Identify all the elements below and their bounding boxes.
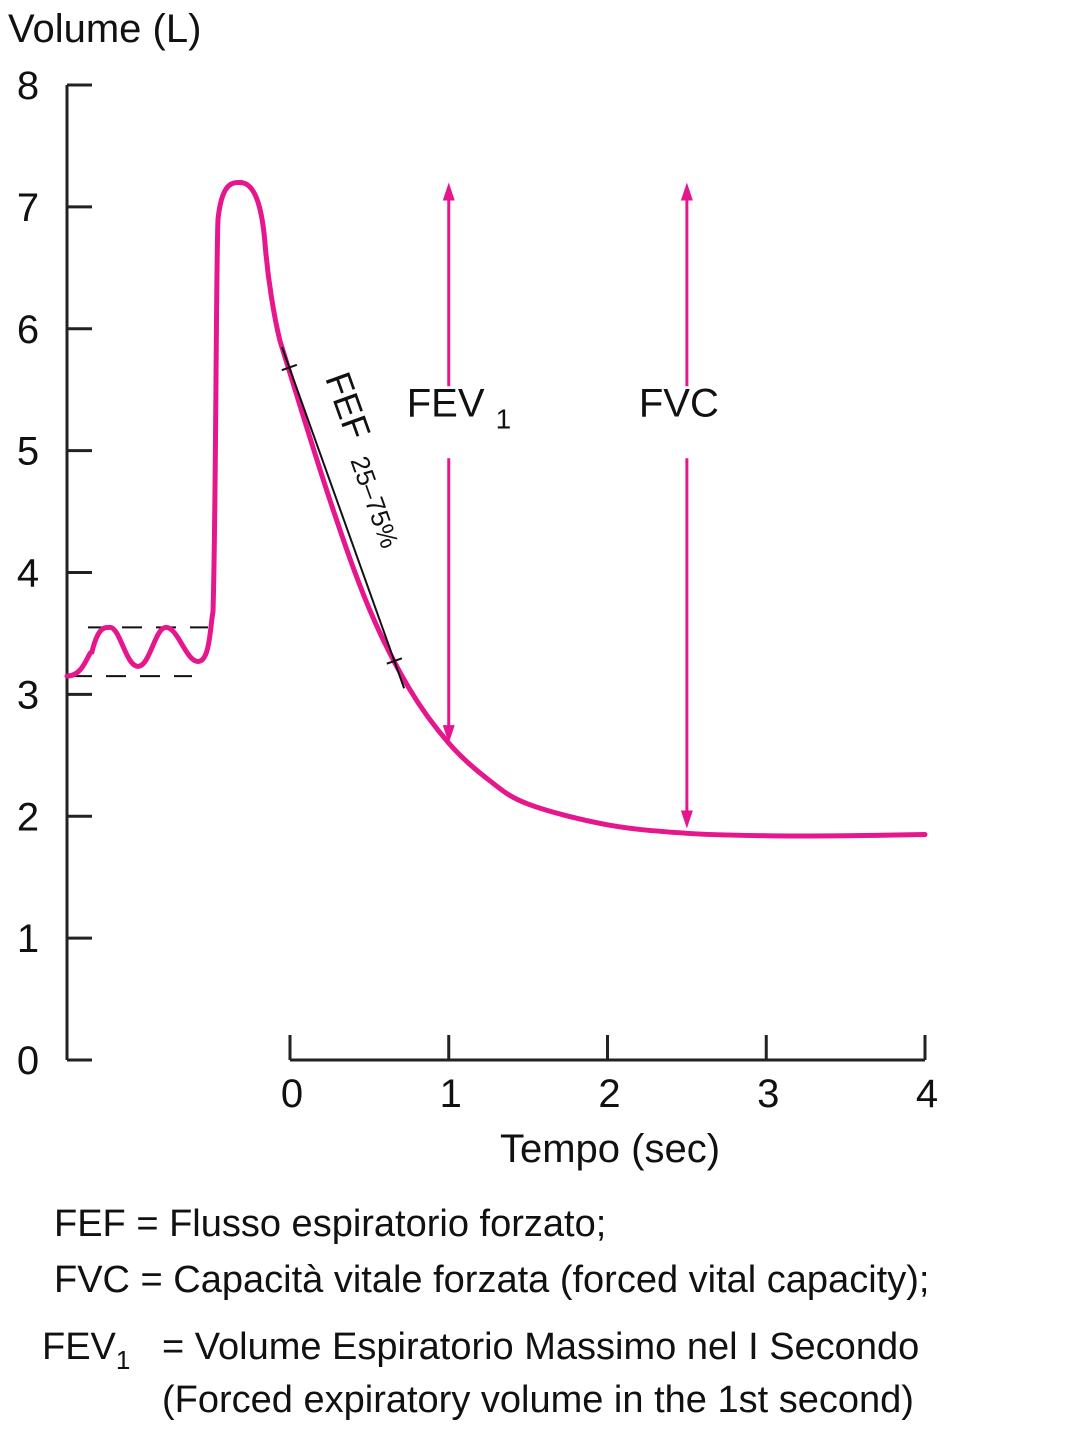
y-tick-label-7: 7 bbox=[17, 186, 39, 230]
y-tick-label-5: 5 bbox=[17, 430, 39, 474]
spirogram-chart: 0 1 2 3 4 5 6 7 8 0 1 2 3 4 Volume (L) Tempo (sec) F… bbox=[8, 7, 938, 1171]
fef-slope-line bbox=[281, 346, 406, 689]
legend: FEF = Flusso espiratorio forzato; FVC = … bbox=[0, 1195, 1080, 1430]
y-tick-label-6: 6 bbox=[17, 308, 39, 352]
legend-fev1-english: (Forced expiratory volume in the 1st sec… bbox=[162, 1379, 914, 1421]
y-axis: 0 1 2 3 4 5 6 7 8 bbox=[17, 64, 92, 1083]
x-tick-label-3: 3 bbox=[757, 1072, 779, 1116]
fev1-label-main: FEV bbox=[407, 381, 485, 425]
fev1-label-sub: 1 bbox=[496, 403, 512, 434]
legend-fev1-text: FEV bbox=[42, 1326, 116, 1368]
legend-fvc: FVC = Capacità vitale forzata (forced vi… bbox=[54, 1259, 930, 1301]
x-tick-label-4: 4 bbox=[916, 1072, 938, 1116]
fvc-arrow-head-bottom bbox=[680, 810, 693, 829]
legend-fef: FEF = Flusso espiratorio forzato; bbox=[54, 1203, 607, 1245]
fev1-label-background bbox=[393, 386, 504, 459]
x-tick-label-0: 0 bbox=[281, 1072, 303, 1116]
y-tick-label-4: 4 bbox=[17, 552, 39, 596]
fvc-arrow-head-top bbox=[680, 182, 693, 201]
volume-curve bbox=[64, 179, 928, 839]
fvc-label: FVC bbox=[639, 381, 719, 425]
y-tick-label-2: 2 bbox=[17, 795, 39, 839]
fev1-label: FEV 1 bbox=[407, 381, 512, 434]
fef-label-sub: 25–75% bbox=[344, 452, 404, 552]
fef-label-main: FEF bbox=[317, 367, 379, 445]
legend-fev1-abbr: FEV1 bbox=[42, 1326, 130, 1373]
fvc-annotation: FVC bbox=[636, 182, 737, 829]
y-tick-label-8: 8 bbox=[17, 64, 39, 108]
y-tick-label-3: 3 bbox=[17, 673, 39, 717]
y-tick-label-0: 0 bbox=[17, 1039, 39, 1083]
y-tick-label-1: 1 bbox=[17, 917, 39, 961]
legend-fev1-definition: = Volume Espiratorio Massimo nel I Secon… bbox=[162, 1326, 920, 1368]
x-tick-label-1: 1 bbox=[440, 1072, 462, 1116]
x-axis: 0 1 2 3 4 bbox=[67, 1035, 938, 1116]
fef-tick-start bbox=[281, 363, 298, 372]
fev1-arrow-head-top bbox=[442, 182, 455, 201]
x-axis-label: Tempo (sec) bbox=[500, 1127, 720, 1171]
legend-fev1-sub: 1 bbox=[115, 1345, 131, 1375]
fev1-annotation: FEV 1 bbox=[393, 182, 512, 744]
fvc-label-background bbox=[636, 386, 737, 459]
y-axis-label: Volume (L) bbox=[8, 7, 201, 51]
x-tick-label-2: 2 bbox=[598, 1072, 620, 1116]
fef-tick-end bbox=[386, 657, 403, 665]
fev1-arrow-head-bottom bbox=[442, 725, 455, 744]
